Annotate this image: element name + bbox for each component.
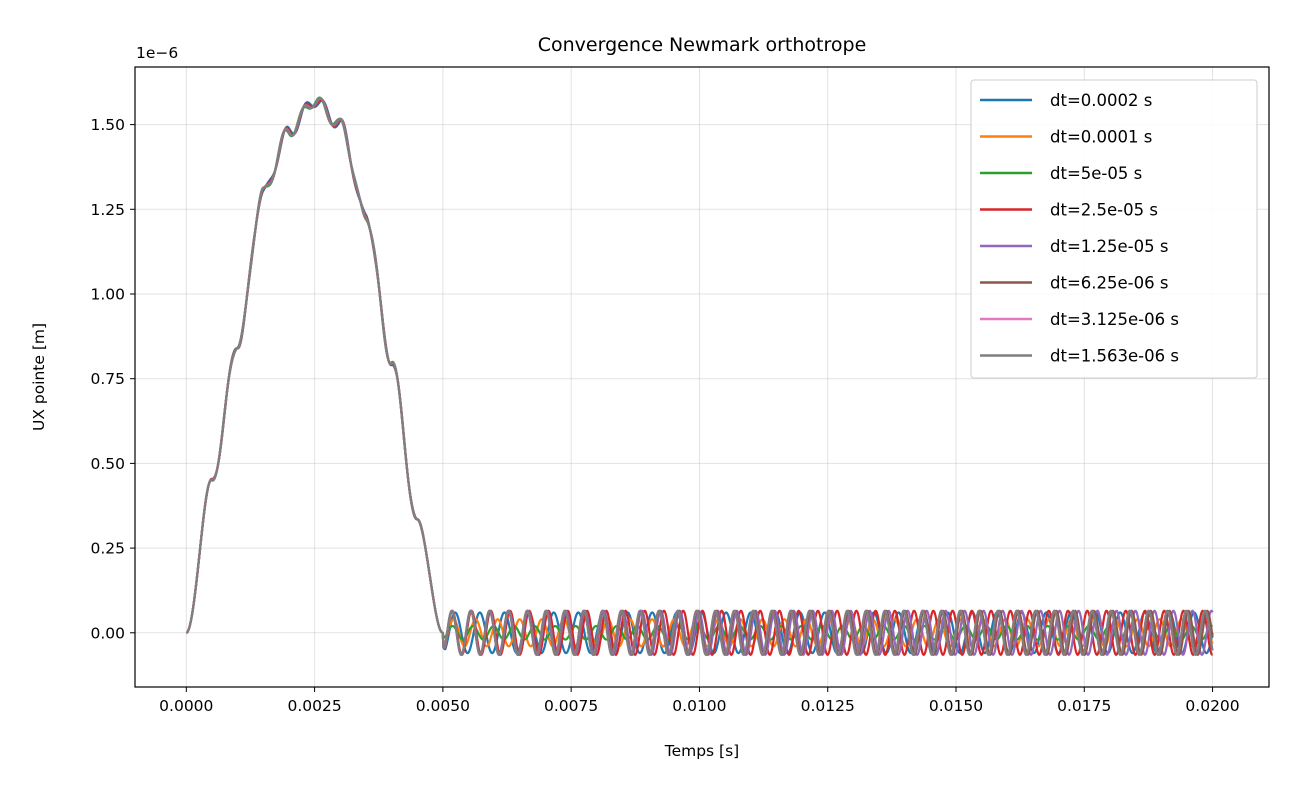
axes-frame xyxy=(134,66,1270,688)
series-lines xyxy=(185,96,1214,656)
legend: dt=0.0002 s dt=0.0001 s dt=5e-05 s dt=2.5e-… xyxy=(970,79,1258,379)
x-tick-label: 0.0100 xyxy=(672,697,726,715)
x-tick-label: 0.0025 xyxy=(287,697,341,715)
x-tick-label: 0.0000 xyxy=(159,697,213,715)
y-tick-label: 1.25 xyxy=(90,201,125,219)
y-tick-label: 1.50 xyxy=(90,116,125,134)
legend-label: dt=2.5e-05 s xyxy=(1050,201,1158,220)
y-tick-label: 1.00 xyxy=(90,285,125,303)
x-tick-label: 0.0200 xyxy=(1185,697,1239,715)
legend-label: dt=0.0001 s xyxy=(1050,128,1152,147)
legend-box xyxy=(970,79,1258,379)
chart-title: Convergence Newmark orthotrope xyxy=(538,34,867,56)
legend-label: dt=0.0002 s xyxy=(1050,91,1152,110)
x-tick-label: 0.0050 xyxy=(416,697,470,715)
x-tick-label: 0.0075 xyxy=(544,697,598,715)
x-axis-label: Temps [s] xyxy=(664,742,739,760)
y-tick-label: 0.25 xyxy=(90,540,125,558)
y-axis-offset-label: 1e−6 xyxy=(136,44,178,62)
legend-label: dt=5e-05 s xyxy=(1050,164,1142,183)
legend-label: dt=6.25e-06 s xyxy=(1050,274,1168,293)
y-axis-label: UX pointe [m] xyxy=(30,323,48,431)
x-tick-label: 0.0175 xyxy=(1057,697,1111,715)
series-line-7 xyxy=(185,96,1214,656)
legend-label: dt=1.25e-05 s xyxy=(1050,237,1168,256)
legend-label: dt=1.563e-06 s xyxy=(1050,347,1179,366)
y-tick-label: 0.50 xyxy=(90,455,125,473)
y-tick-label: 0.00 xyxy=(90,624,125,642)
y-axis-ticks: 0.00 0.25 0.50 0.75 1.00 1.25 1.50 xyxy=(90,116,135,642)
legend-label: dt=3.125e-06 s xyxy=(1050,310,1179,329)
x-tick-label: 0.0150 xyxy=(929,697,983,715)
x-axis-ticks: 0.0000 0.0025 0.0050 0.0075 0.0100 0.0125 0.01… xyxy=(159,687,1240,715)
x-tick-label: 0.0125 xyxy=(801,697,855,715)
y-tick-label: 0.75 xyxy=(90,370,125,388)
